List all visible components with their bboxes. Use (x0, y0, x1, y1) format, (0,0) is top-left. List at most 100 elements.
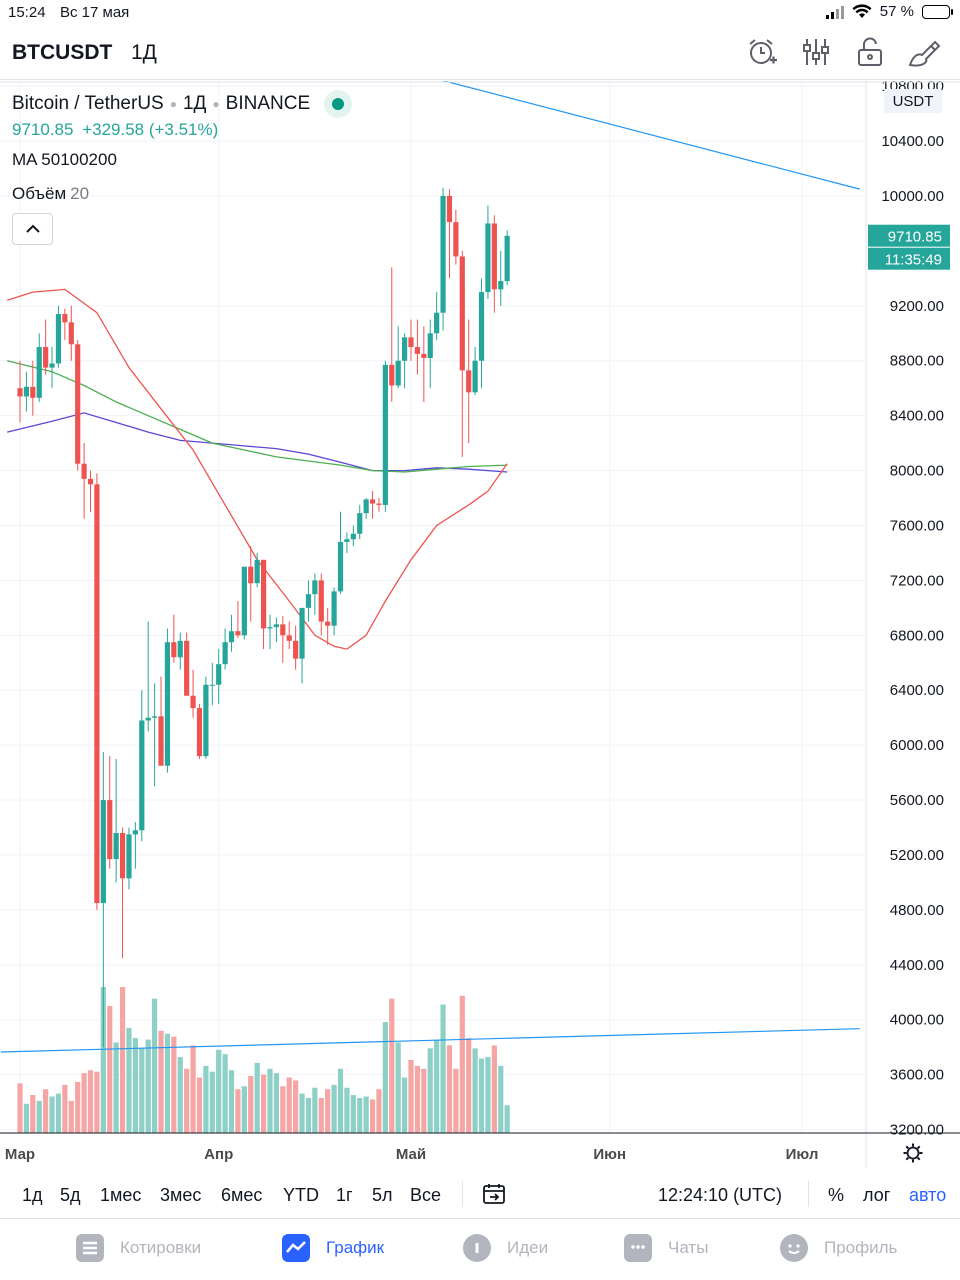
volume-bar (235, 1089, 241, 1133)
nav-quotes[interactable]: Котировки (76, 1234, 201, 1262)
candle-body (478, 292, 485, 361)
volume-bar (427, 1048, 433, 1133)
candle-body (331, 591, 337, 626)
timeframe-5y[interactable]: 5л (372, 1185, 393, 1205)
volume-bar (30, 1095, 36, 1133)
volume-bar (164, 1033, 171, 1133)
battery-icon (922, 4, 953, 19)
candle-body (94, 484, 100, 904)
ma100-line (7, 360, 508, 473)
candle-body (68, 322, 74, 345)
candle-body (222, 642, 228, 665)
status-bar: 15:24 Вс 17 мая 57 % (0, 0, 960, 26)
volume-bar (254, 1062, 260, 1133)
market-open-icon (324, 90, 353, 118)
time-axis-label: Мар (5, 1146, 35, 1163)
candle-body (260, 559, 267, 629)
volume-bar (113, 1042, 119, 1133)
volume-bar (145, 1039, 151, 1133)
timeframe-3m[interactable]: 3мес (160, 1185, 202, 1205)
volume-bar (139, 1048, 145, 1133)
volume-bar (363, 1096, 369, 1133)
candle-body (75, 344, 81, 464)
volume-bar (434, 1039, 440, 1133)
price-axis-label: 6800.00 (890, 627, 944, 644)
legend-title-row[interactable]: Bitcoin / TetherUS ● 1Д ● BINANCE (12, 90, 353, 118)
chevron-up-icon (25, 224, 40, 233)
quotes-icon (76, 1234, 104, 1262)
legend-volume-row[interactable]: Объём 20 (12, 184, 352, 204)
go-to-date-icon[interactable] (482, 1183, 506, 1210)
volume-bar (75, 1081, 81, 1133)
volume-bar (126, 1027, 132, 1133)
price-axis-label: 6400.00 (890, 682, 944, 699)
candle-body (376, 503, 382, 505)
collapse-legend-button[interactable] (12, 213, 53, 245)
percent-scale-toggle[interactable]: % (828, 1185, 845, 1205)
volume-bar (395, 1042, 401, 1133)
nav-chats[interactable]: Чаты (624, 1234, 708, 1262)
candle-body (113, 833, 119, 860)
volume-bar (209, 1071, 215, 1133)
volume-bar (369, 1099, 376, 1133)
timeframe-1y[interactable]: 1г (336, 1185, 353, 1205)
alarm-add-icon[interactable] (744, 34, 780, 70)
legend-ma-row[interactable]: MA 50100200 (12, 150, 352, 170)
nav-chats-label: Чаты (668, 1238, 709, 1257)
price-chart[interactable]: 10800.0010400.0010000.009200.008800.0084… (0, 81, 960, 1169)
candle-body (190, 695, 196, 709)
volume-bar (440, 1004, 446, 1133)
nav-chart[interactable]: График (282, 1234, 384, 1262)
legend-ma-label: MA 50100200 (12, 150, 117, 169)
unlock-icon[interactable] (852, 34, 888, 70)
timeframe-1d[interactable]: 1д (22, 1185, 43, 1205)
price-axis-label: 10000.00 (881, 188, 944, 205)
bottom-navigation: Котировки График Идеи Чаты Профиль (0, 1220, 960, 1280)
indicators-icon[interactable] (798, 34, 834, 70)
auto-scale-toggle[interactable]: авто (909, 1185, 947, 1205)
utc-clock[interactable]: 12:24:10 (UTC) (658, 1185, 783, 1205)
volume-bar (350, 1095, 356, 1133)
log-scale-toggle[interactable]: лог (863, 1185, 891, 1205)
volume-bar (23, 1103, 30, 1133)
volume-bar (299, 1093, 305, 1133)
chart-pane[interactable]: 10800.00 10400.00 10000.00 9200.00 8800.00 84… (0, 81, 960, 1169)
price-axis-label: 3200.00 (890, 1122, 944, 1139)
candle-body (145, 717, 151, 721)
candle-body (87, 478, 94, 485)
settings-gear-icon[interactable] (903, 1143, 923, 1163)
candle-body (286, 635, 292, 641)
candle-body (30, 386, 36, 398)
nav-ideas-label: Идеи (507, 1238, 549, 1257)
candle-body (132, 830, 138, 835)
volume-bar (318, 1097, 324, 1133)
price-axis-label: 6000.00 (890, 737, 944, 754)
timeframe-5d[interactable]: 5д (60, 1185, 81, 1205)
time-axis-label: Апр (204, 1146, 233, 1163)
nav-ideas[interactable]: Идеи (463, 1234, 548, 1262)
legend-exchange: BINANCE (225, 93, 311, 114)
symbol-button[interactable]: BTCUSDT (12, 41, 113, 64)
candle-body (408, 337, 414, 348)
timeframe-ytd[interactable]: YTD (283, 1185, 319, 1205)
candle-body (459, 256, 465, 371)
interval-button[interactable]: 1Д (131, 41, 157, 64)
price-axis-label: 4800.00 (890, 902, 944, 919)
candle-body (43, 347, 49, 368)
timeframe-6m[interactable]: 6мес (221, 1185, 263, 1205)
nav-chart-label: График (326, 1238, 385, 1257)
bar-countdown-label: 11:35:49 (885, 252, 942, 269)
status-time: 15:24 (8, 4, 46, 21)
currency-label: USDT (893, 93, 934, 110)
timeframe-all[interactable]: Все (410, 1185, 442, 1205)
volume-bar (414, 1065, 421, 1133)
nav-profile[interactable]: Профиль (780, 1234, 897, 1262)
nav-quotes-label: Котировки (120, 1238, 202, 1257)
timeframe-1m[interactable]: 1мес (100, 1185, 142, 1205)
drawing-tools-icon[interactable] (906, 34, 942, 70)
volume-bar (43, 1089, 49, 1133)
volume-bar (421, 1068, 427, 1133)
volume-bar (49, 1096, 55, 1133)
candle-body (434, 312, 440, 334)
candle-body (17, 388, 23, 397)
